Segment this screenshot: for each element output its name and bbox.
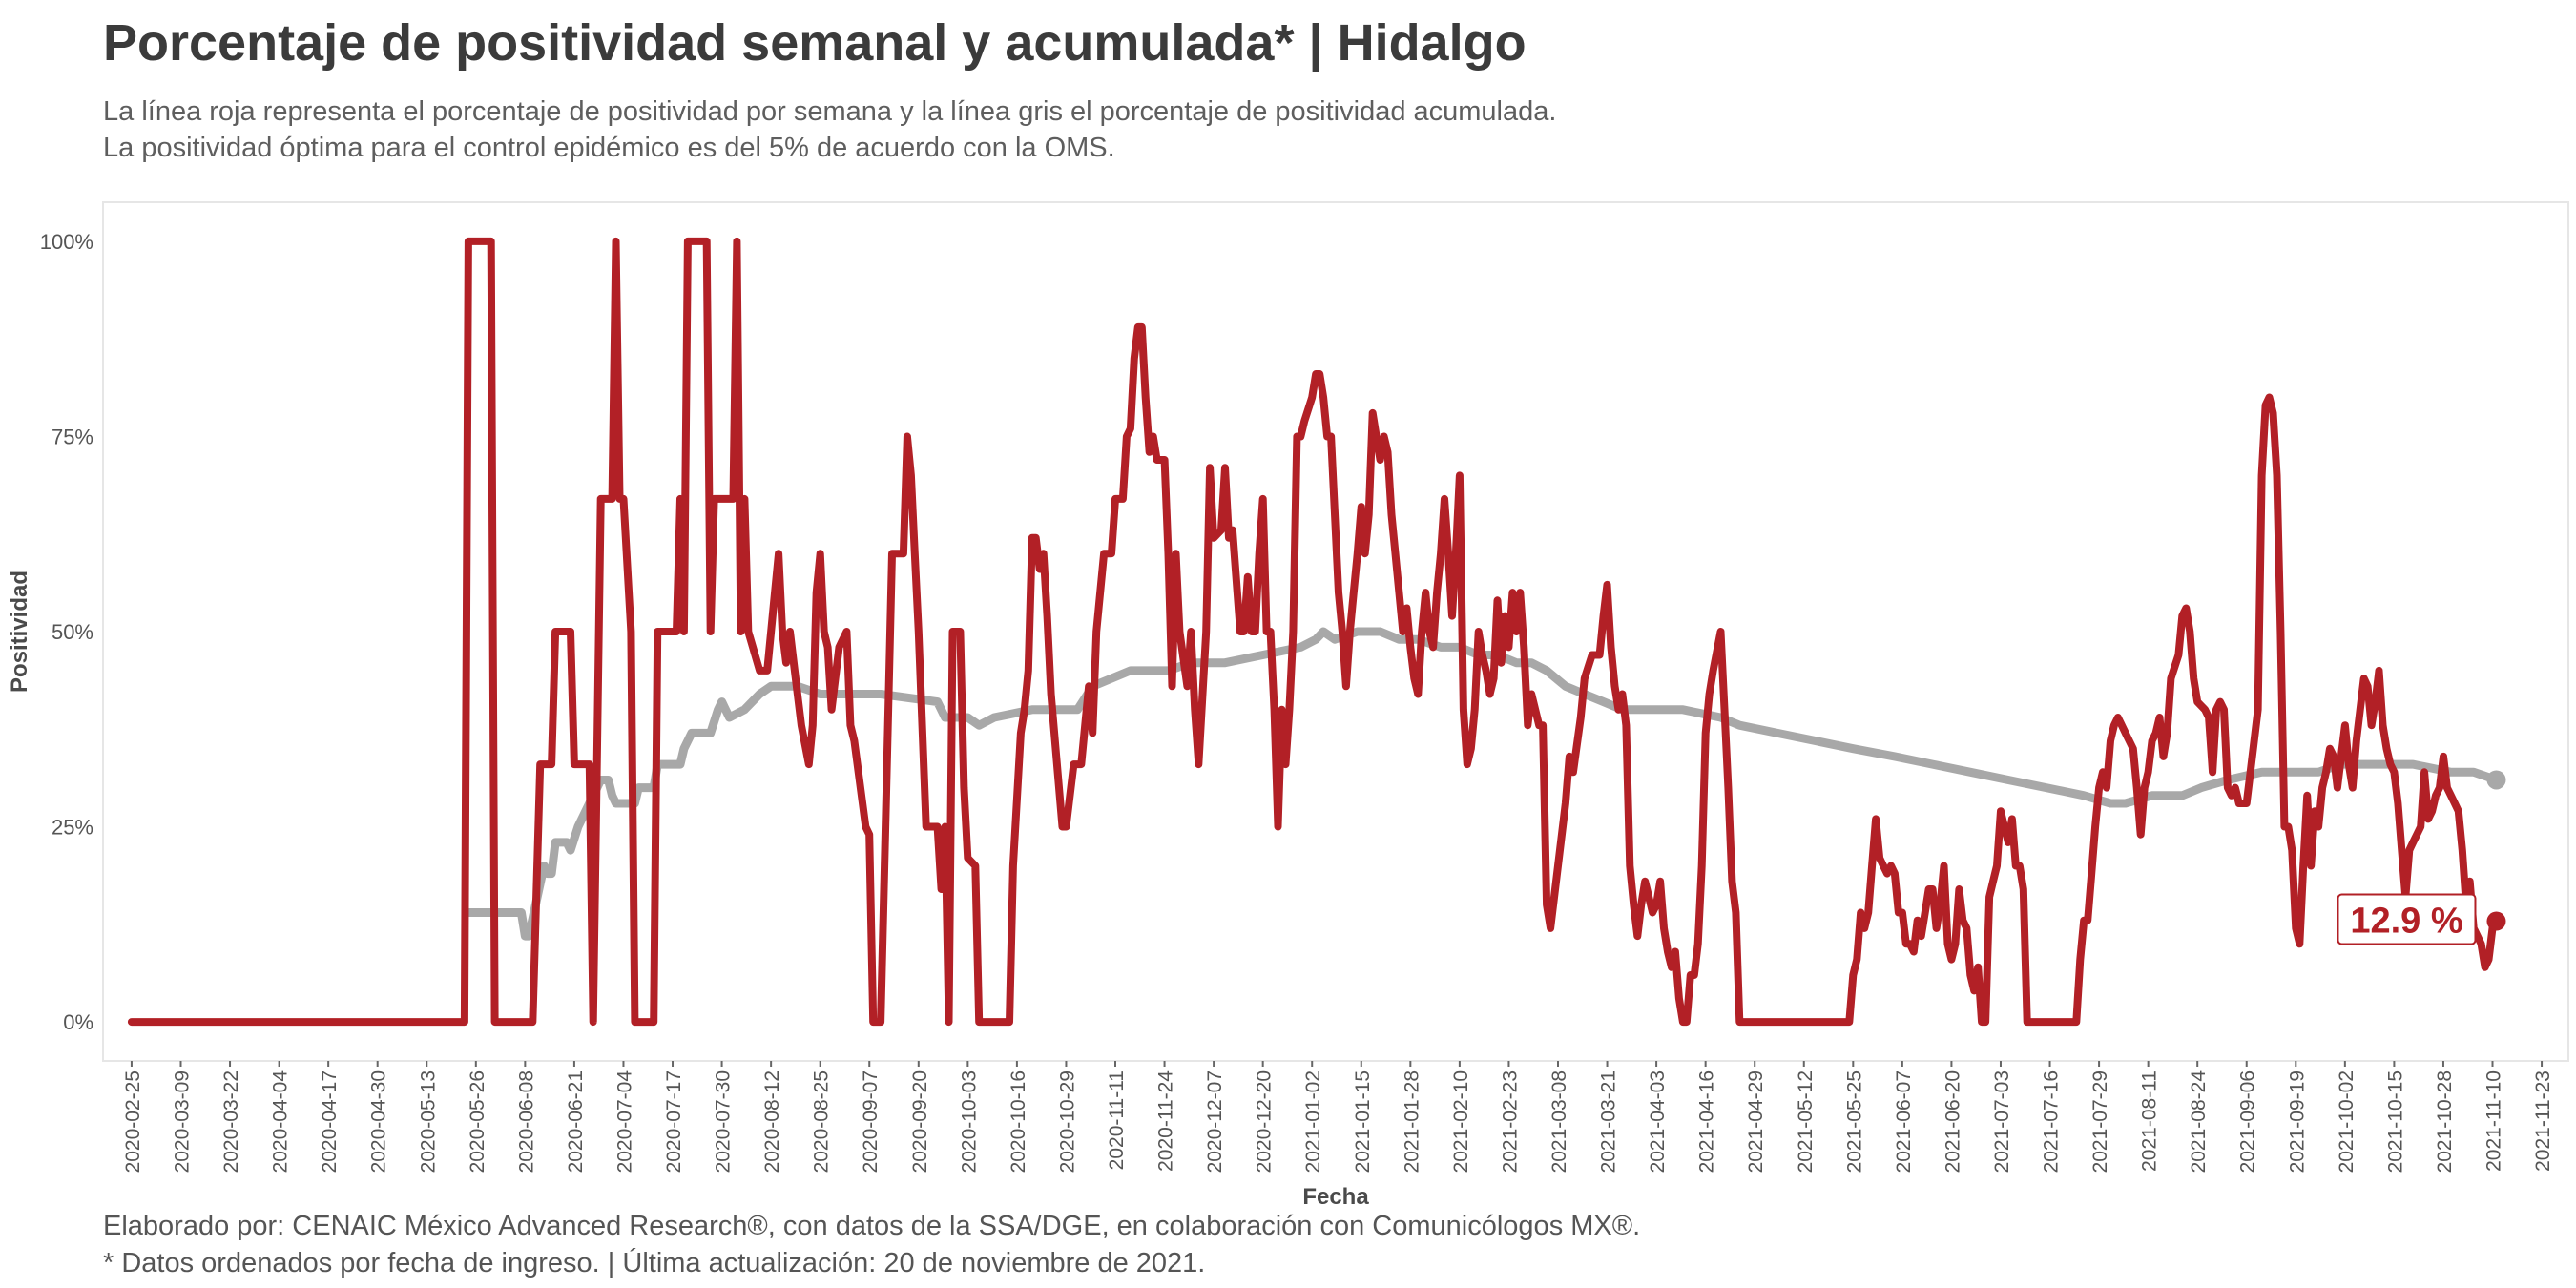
x-tick-label: 2020-10-29 xyxy=(1056,1070,1078,1173)
x-tick-label: 2020-12-20 xyxy=(1254,1070,1276,1173)
chart-title: Porcentaje de positividad semanal y acum… xyxy=(103,14,1527,72)
series-layer xyxy=(127,237,2506,1027)
x-tick-label: 2021-07-29 xyxy=(2089,1070,2111,1173)
x-tick-label: 2020-03-22 xyxy=(220,1070,242,1173)
x-tick-label: 2021-01-15 xyxy=(1352,1070,1374,1173)
x-tick-label: 2020-08-12 xyxy=(761,1070,783,1173)
weekly-end-point xyxy=(2486,911,2506,931)
caption-line-2: * Datos ordenados por fecha de ingreso. … xyxy=(103,1248,1206,1278)
end-value-label: 12.9 % xyxy=(2337,893,2477,945)
caption-line-1: Elaborado por: CENAIC México Advanced Re… xyxy=(103,1211,1641,1241)
x-tick-label: 2020-06-21 xyxy=(565,1070,587,1173)
x-axis-title: Fecha xyxy=(1302,1184,1369,1210)
x-tick-label: 2020-07-04 xyxy=(613,1070,635,1174)
x-tick-label: 2021-06-20 xyxy=(1942,1070,1963,1173)
x-tick-label: 2021-09-19 xyxy=(2286,1070,2308,1173)
subtitle-line-1: La línea roja representa el porcentaje d… xyxy=(103,96,1557,127)
x-tick-label: 2021-03-21 xyxy=(1598,1070,1620,1173)
weekly-positivity-line xyxy=(127,237,2501,1027)
x-tick-label: 2021-01-02 xyxy=(1302,1070,1324,1173)
y-tick-label: 0% xyxy=(63,1010,93,1034)
x-tick-label: 2021-11-23 xyxy=(2532,1070,2554,1172)
x-tick-label: 2020-09-20 xyxy=(909,1070,931,1173)
x-tick-label: 2021-10-15 xyxy=(2384,1070,2406,1173)
x-tick-label: 2020-04-30 xyxy=(368,1070,390,1173)
x-tick-label: 2020-03-09 xyxy=(171,1070,193,1173)
x-tick-label: 2021-10-02 xyxy=(2336,1070,2358,1173)
x-axis: 2020-02-25 2020-03-09 2020-03-22 2020-04-04… xyxy=(122,1061,2554,1173)
x-tick-label: 2020-10-16 xyxy=(1008,1070,1029,1173)
x-tick-label: 2021-01-28 xyxy=(1401,1070,1423,1173)
x-tick-label: 2020-08-25 xyxy=(811,1070,833,1173)
end-label-box xyxy=(2337,893,2477,945)
y-axis: 0% 25% 50% 75% 100% xyxy=(40,230,93,1034)
x-tick-label: 2020-06-08 xyxy=(515,1070,537,1173)
x-tick-label: 2021-08-11 xyxy=(2139,1070,2161,1172)
x-tick-label: 2020-07-30 xyxy=(713,1070,735,1173)
x-tick-label: 2020-09-07 xyxy=(860,1070,882,1173)
x-tick-label: 2021-05-25 xyxy=(1843,1070,1865,1173)
x-tick-label: 2021-04-03 xyxy=(1647,1070,1669,1173)
end-label-text: 12.9 % xyxy=(2350,902,2462,942)
y-axis-title: Positividad xyxy=(7,571,32,693)
y-tick-label: 25% xyxy=(52,816,93,840)
y-tick-label: 50% xyxy=(52,620,93,644)
y-tick-label: 100% xyxy=(40,230,93,254)
x-tick-label: 2021-07-03 xyxy=(1991,1070,2013,1173)
x-tick-label: 2021-07-16 xyxy=(2041,1070,2063,1173)
x-tick-label: 2021-06-07 xyxy=(1893,1070,1915,1173)
x-tick-label: 2021-08-24 xyxy=(2188,1070,2210,1174)
x-tick-label: 2020-05-13 xyxy=(417,1070,439,1173)
plot-panel xyxy=(102,201,2569,1062)
x-tick-label: 2020-02-25 xyxy=(122,1070,144,1173)
x-tick-label: 2020-04-17 xyxy=(319,1070,341,1173)
x-tick-label: 2021-10-28 xyxy=(2434,1070,2456,1173)
x-tick-label: 2020-04-04 xyxy=(270,1070,292,1174)
subtitle-line-2: La positividad óptima para el control ep… xyxy=(103,133,1115,163)
x-tick-label: 2021-05-12 xyxy=(1795,1070,1817,1173)
x-tick-label: 2020-12-07 xyxy=(1204,1070,1226,1173)
x-tick-label: 2021-09-06 xyxy=(2237,1070,2259,1173)
x-tick-label: 2020-10-03 xyxy=(958,1070,980,1173)
x-tick-label: 2021-04-16 xyxy=(1696,1070,1718,1173)
x-tick-label: 2021-04-29 xyxy=(1745,1070,1767,1173)
x-tick-label: 2020-11-24 xyxy=(1155,1070,1177,1172)
x-tick-label: 2021-02-23 xyxy=(1499,1070,1521,1173)
x-tick-label: 2020-07-17 xyxy=(663,1070,685,1173)
x-tick-label: 2020-11-11 xyxy=(1106,1070,1128,1170)
x-tick-label: 2020-05-26 xyxy=(467,1070,488,1173)
x-tick-label: 2021-02-10 xyxy=(1450,1070,1472,1173)
y-tick-label: 75% xyxy=(52,425,93,448)
cumulative-end-point xyxy=(2486,770,2506,790)
chart-subtitle: La línea roja representa el porcentaje d… xyxy=(103,93,1556,166)
chart-caption: Elaborado por: CENAIC México Advanced Re… xyxy=(103,1208,1640,1282)
x-tick-label: 2021-11-10 xyxy=(2483,1070,2505,1172)
x-tick-label: 2021-03-08 xyxy=(1548,1070,1570,1173)
